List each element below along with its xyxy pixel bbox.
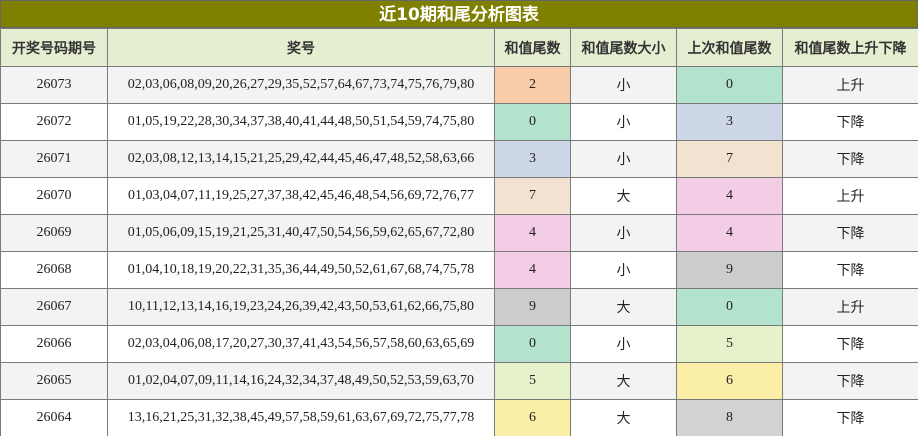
table-cell: 01,05,06,09,15,19,21,25,31,40,47,50,54,5…: [107, 214, 495, 252]
table-cell: 01,04,10,18,19,20,22,31,35,36,44,49,50,5…: [107, 251, 495, 289]
table-cell: 小: [570, 251, 677, 289]
table-cell: 9: [494, 288, 571, 326]
table-cell: 26072: [0, 103, 108, 141]
table-cell: 小: [570, 214, 677, 252]
table-row: 26072 01,05,19,22,28,30,34,37,38,40,41,44…: [0, 103, 918, 141]
table-row: 26071 02,03,08,12,13,14,15,21,25,29,42,44…: [0, 140, 918, 178]
header-cell: 和值尾数上升下降: [782, 28, 918, 67]
table-cell: 01,03,04,07,11,19,25,27,37,38,42,45,46,4…: [107, 177, 495, 215]
table-cell: 下降: [782, 399, 918, 436]
table-cell: 小: [570, 66, 677, 104]
table-cell: 下降: [782, 103, 918, 141]
table-cell: 7: [494, 177, 571, 215]
table-cell: 5: [494, 362, 571, 400]
table-cell: 3: [676, 103, 783, 141]
table-cell: 4: [676, 214, 783, 252]
table-cell: 01,05,19,22,28,30,34,37,38,40,41,44,48,5…: [107, 103, 495, 141]
table-cell: 下降: [782, 140, 918, 178]
table-cell: 下降: [782, 214, 918, 252]
table-cell: 大: [570, 177, 677, 215]
table-cell: 小: [570, 140, 677, 178]
table-cell: 小: [570, 325, 677, 363]
table-cell: 01,02,04,07,09,11,14,16,24,32,34,37,48,4…: [107, 362, 495, 400]
table-row: 26070 01,03,04,07,11,19,25,27,37,38,42,45…: [0, 177, 918, 215]
table-cell: 26067: [0, 288, 108, 326]
header-cell: 和值尾数大小: [570, 28, 677, 67]
table-cell: 5: [676, 325, 783, 363]
table-cell: 02,03,04,06,08,17,20,27,30,37,41,43,54,5…: [107, 325, 495, 363]
table-row: 26064 13,16,21,25,31,32,38,45,49,57,58,59…: [0, 399, 918, 436]
table-cell: 6: [494, 399, 571, 436]
table-row: 26066 02,03,04,06,08,17,20,27,30,37,41,43…: [0, 325, 918, 363]
table-cell: 26073: [0, 66, 108, 104]
table-cell: 下降: [782, 325, 918, 363]
table-cell: 10,11,12,13,14,16,19,23,24,26,39,42,43,5…: [107, 288, 495, 326]
table-cell: 8: [676, 399, 783, 436]
table-cell: 0: [676, 288, 783, 326]
table-row: 26067 10,11,12,13,14,16,19,23,24,26,39,42…: [0, 288, 918, 326]
table-cell: 4: [494, 251, 571, 289]
table-cell: 26071: [0, 140, 108, 178]
table-cell: 26064: [0, 399, 108, 436]
table-cell: 4: [494, 214, 571, 252]
header-cell: 上次和值尾数: [676, 28, 783, 67]
table-cell: 02,03,06,08,09,20,26,27,29,35,52,57,64,6…: [107, 66, 495, 104]
table-cell: 26068: [0, 251, 108, 289]
table-cell: 下降: [782, 362, 918, 400]
table-body: 26073 02,03,06,08,09,20,26,27,29,35,52,57…: [0, 66, 918, 436]
table-cell: 4: [676, 177, 783, 215]
table: 开奖号码期号 奖号 和值尾数 和值尾数大小 上次和值尾数 和值尾数上升下降 26073 02…: [0, 28, 918, 436]
table-cell: 9: [676, 251, 783, 289]
table-cell: 26069: [0, 214, 108, 252]
table-row: 26065 01,02,04,07,09,11,14,16,24,32,34,37…: [0, 362, 918, 400]
table-cell: 大: [570, 399, 677, 436]
table-cell: 26066: [0, 325, 108, 363]
table-cell: 大: [570, 288, 677, 326]
table-cell: 上升: [782, 288, 918, 326]
table-row: 26069 01,05,06,09,15,19,21,25,31,40,47,50…: [0, 214, 918, 252]
table-cell: 2: [494, 66, 571, 104]
table-cell: 大: [570, 362, 677, 400]
table-title: 近10期和尾分析图表: [0, 0, 918, 28]
header-cell: 奖号: [107, 28, 495, 67]
table-cell: 26070: [0, 177, 108, 215]
header-row: 开奖号码期号 奖号 和值尾数 和值尾数大小 上次和值尾数 和值尾数上升下降: [0, 28, 918, 67]
header-cell: 开奖号码期号: [0, 28, 108, 67]
table-cell: 0: [494, 325, 571, 363]
table-row: 26068 01,04,10,18,19,20,22,31,35,36,44,49…: [0, 251, 918, 289]
table-cell: 13,16,21,25,31,32,38,45,49,57,58,59,61,6…: [107, 399, 495, 436]
table-cell: 7: [676, 140, 783, 178]
table-cell: 0: [676, 66, 783, 104]
table-cell: 下降: [782, 251, 918, 289]
table-cell: 小: [570, 103, 677, 141]
table-cell: 上升: [782, 66, 918, 104]
table-cell: 上升: [782, 177, 918, 215]
table-row: 26073 02,03,06,08,09,20,26,27,29,35,52,57…: [0, 66, 918, 104]
table-cell: 0: [494, 103, 571, 141]
table-cell: 02,03,08,12,13,14,15,21,25,29,42,44,45,4…: [107, 140, 495, 178]
header-cell: 和值尾数: [494, 28, 571, 67]
table-cell: 6: [676, 362, 783, 400]
table-cell: 3: [494, 140, 571, 178]
table-cell: 26065: [0, 362, 108, 400]
